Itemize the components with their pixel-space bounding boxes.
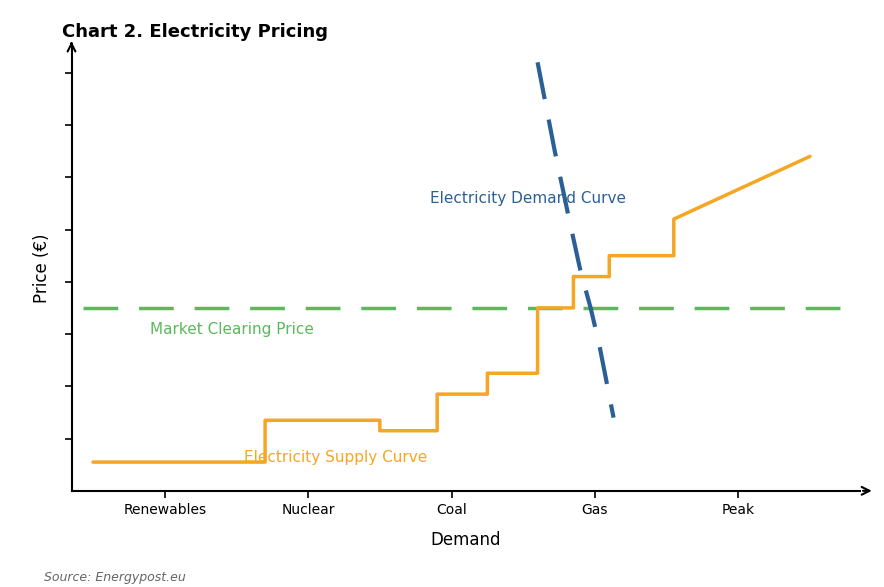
Y-axis label: Price (€): Price (€) <box>33 234 50 303</box>
Text: Electricity Demand Curve: Electricity Demand Curve <box>430 191 626 207</box>
Text: Source: Energypost.eu: Source: Energypost.eu <box>44 571 186 584</box>
Text: Chart 2. Electricity Pricing: Chart 2. Electricity Pricing <box>62 23 328 42</box>
X-axis label: Demand: Demand <box>431 531 501 548</box>
Text: Market Clearing Price: Market Clearing Price <box>150 322 314 337</box>
Text: Electricity Supply Curve: Electricity Supply Curve <box>244 450 427 465</box>
